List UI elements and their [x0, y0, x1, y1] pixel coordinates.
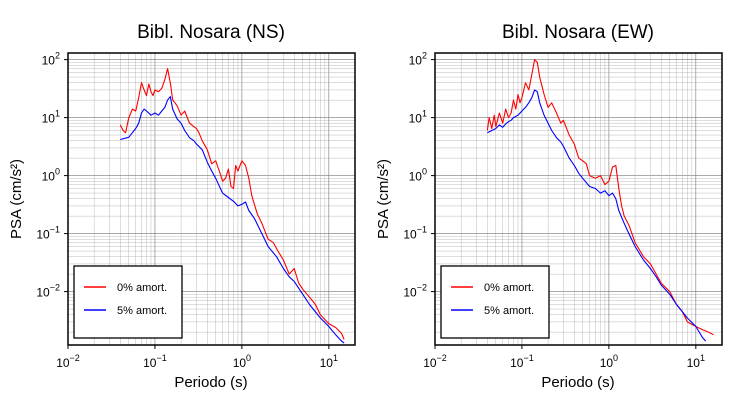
x-tick-label: 10−1 [510, 353, 534, 370]
x-tick-label: 10−2 [423, 353, 447, 370]
series-0pct-line [486, 59, 714, 336]
legend-box [73, 265, 183, 339]
legend: 0% amort. 5% amort. [440, 265, 550, 339]
y-tick-label: 102 [42, 51, 60, 68]
y-tick-label: 100 [42, 167, 60, 184]
x-axis-label: Periodo (s) [541, 374, 614, 391]
chart-title: Bibl. Nosara (NS) [137, 22, 285, 43]
y-axis-ticks: 10−2 10−1 100 101 102 [403, 51, 435, 300]
y-tick-label: 10−2 [36, 283, 60, 300]
chart-title: Bibl. Nosara (EW) [502, 22, 654, 43]
plot-frame [434, 52, 723, 346]
y-axis-label: PSA (cm/s²) [8, 159, 25, 239]
x-tick-label: 10−1 [143, 353, 167, 370]
legend: 0% amort. 5% amort. [73, 265, 183, 339]
y-axis-label: PSA (cm/s²) [375, 159, 392, 239]
x-tick-label: 100 [233, 353, 251, 370]
x-axis-ticks: 10−2 10−1 100 101 [56, 345, 338, 370]
legend-label: 0% amort. [484, 282, 534, 294]
series-0pct-line [119, 68, 345, 340]
legend-box [440, 265, 550, 339]
y-tick-label: 100 [409, 167, 427, 184]
legend-label: 5% amort. [117, 305, 167, 317]
x-axis-label: Periodo (s) [174, 374, 247, 391]
series-5pct-line [120, 96, 345, 344]
x-axis-ticks: 10−2 10−1 100 101 [423, 345, 705, 370]
legend-label: 5% amort. [484, 305, 534, 317]
y-tick-label: 102 [409, 51, 427, 68]
legend-label: 0% amort. [117, 282, 167, 294]
y-tick-label: 10−2 [403, 283, 427, 300]
x-tick-label: 10−2 [56, 353, 80, 370]
plot-frame [67, 52, 356, 346]
y-tick-label: 10−1 [36, 225, 60, 242]
chart-panel-ew: Bibl. Nosara (EW) 10−2 10−1 100 101 10−210−… [375, 22, 723, 391]
x-tick-label: 101 [687, 353, 705, 370]
series-5pct-line [487, 89, 707, 342]
y-tick-label: 101 [409, 109, 427, 126]
y-tick-label: 10−1 [403, 225, 427, 242]
series-group [486, 59, 714, 342]
chart-panel-ns: Bibl. Nosara (NS) 10−2 10−1 100 101 10−210−… [8, 22, 356, 391]
y-axis-ticks: 10−2 10−1 100 101 102 [36, 51, 68, 300]
x-tick-label: 100 [600, 353, 618, 370]
y-tick-label: 101 [42, 109, 60, 126]
x-tick-label: 101 [320, 353, 338, 370]
series-group [119, 68, 345, 344]
